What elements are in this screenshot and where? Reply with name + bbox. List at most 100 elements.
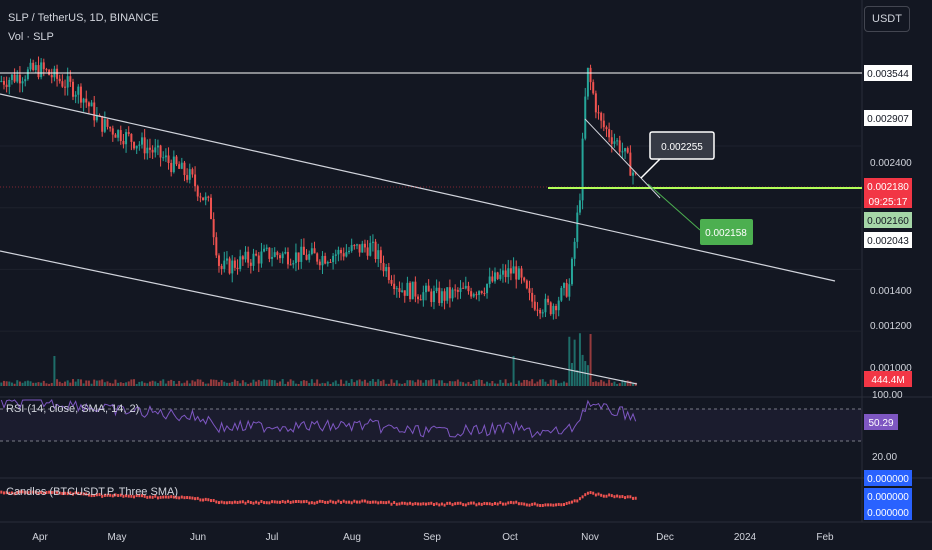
secondary-candle: [581, 495, 584, 499]
secondary-candle: [90, 494, 93, 498]
candle-body: [106, 119, 109, 127]
volume-bar: [491, 381, 494, 386]
volume-bar: [114, 379, 117, 386]
candle-body: [568, 284, 571, 297]
candle-body: [340, 249, 343, 254]
candle-body: [385, 267, 388, 272]
secondary-candle: [74, 491, 77, 495]
candle-body: [371, 241, 374, 243]
candle-body: [241, 256, 244, 260]
secondary-candle: [114, 493, 117, 497]
volume-bar: [217, 382, 220, 386]
volume-bar: [21, 382, 24, 386]
volume-bar: [334, 380, 337, 386]
volume-bar: [146, 383, 149, 386]
volume-bar: [202, 381, 205, 386]
secondary-candle: [302, 500, 305, 504]
secondary-candle: [53, 490, 56, 494]
candle-body: [109, 126, 112, 129]
candle-body: [366, 247, 369, 256]
volume-bar: [154, 381, 157, 386]
candle-body: [608, 129, 611, 138]
rsi-upper-value: 100.00: [872, 390, 903, 401]
volume-bar: [382, 379, 385, 386]
secondary-candle: [549, 503, 552, 507]
volume-bar: [353, 382, 356, 386]
volume-bar: [488, 383, 491, 386]
candle-body: [95, 115, 98, 121]
candle-body: [589, 67, 592, 83]
volume-bar: [260, 381, 263, 386]
volume-bar: [422, 382, 425, 386]
volume-bar: [366, 382, 369, 386]
volume-bar: [432, 379, 435, 386]
candle-body: [74, 94, 77, 97]
secondary-candle: [528, 503, 531, 507]
secondary-candle: [183, 496, 186, 500]
secondary-candle: [496, 502, 499, 506]
volume-bar: [504, 379, 507, 386]
volume-bar: [212, 379, 215, 386]
candle-body: [233, 260, 236, 268]
secondary-candle: [424, 502, 427, 506]
secondary-candle: [353, 499, 356, 503]
candle-body: [286, 251, 289, 265]
candle-body: [194, 174, 197, 187]
volume-bar: [446, 383, 449, 386]
secondary-candle: [252, 501, 255, 505]
volume-bar: [435, 383, 438, 386]
volume-bar: [24, 381, 27, 386]
candle-body: [268, 247, 271, 259]
volume-bar: [443, 382, 446, 386]
candle-body: [77, 86, 80, 95]
candle-body: [156, 145, 159, 148]
secondary-candle: [199, 498, 202, 502]
candle-body: [547, 298, 550, 303]
candle-body: [318, 261, 321, 266]
volume-bar: [13, 383, 16, 386]
secondary-candle: [419, 502, 422, 506]
volume-bar: [294, 383, 297, 386]
secondary-candle: [223, 501, 226, 505]
secondary-candle: [340, 500, 343, 504]
secondary-candle: [459, 501, 462, 505]
volume-bar: [188, 383, 191, 386]
volume-bar: [589, 334, 592, 386]
callout-top-box: [649, 131, 715, 160]
secondary-candle: [87, 493, 90, 497]
volume-bar: [350, 379, 353, 386]
secondary-candle: [398, 502, 401, 506]
price-tag-current-box: [864, 178, 912, 194]
volume-bar: [507, 383, 510, 386]
secondary-candle: [594, 493, 597, 497]
secondary-candle: [334, 501, 337, 505]
secondary-candle: [332, 500, 335, 504]
currency-button[interactable]: USDT: [864, 6, 910, 32]
volume-bar: [34, 382, 37, 386]
secondary-candle: [215, 500, 218, 504]
candle-body: [509, 268, 512, 274]
secondary-candle: [194, 497, 197, 501]
candles-value-box: [864, 488, 912, 504]
candle-body: [621, 151, 624, 153]
secondary-candle: [517, 502, 520, 506]
candle-body: [231, 260, 234, 274]
volume-bar: [411, 380, 414, 386]
secondary-candle: [265, 501, 268, 505]
candle-body: [480, 291, 483, 294]
volume-bar: [186, 380, 189, 386]
candle-body: [472, 294, 475, 297]
candle-body: [576, 212, 579, 242]
secondary-candle: [109, 493, 112, 497]
candle-body: [355, 244, 358, 246]
secondary-candle: [58, 491, 61, 495]
volume-bar: [156, 383, 159, 386]
secondary-candle: [512, 501, 515, 505]
volume-bar: [379, 381, 382, 386]
secondary-candle: [138, 494, 141, 498]
secondary-candle: [93, 493, 96, 497]
volume-bar: [223, 381, 226, 386]
candle-body: [605, 127, 608, 130]
